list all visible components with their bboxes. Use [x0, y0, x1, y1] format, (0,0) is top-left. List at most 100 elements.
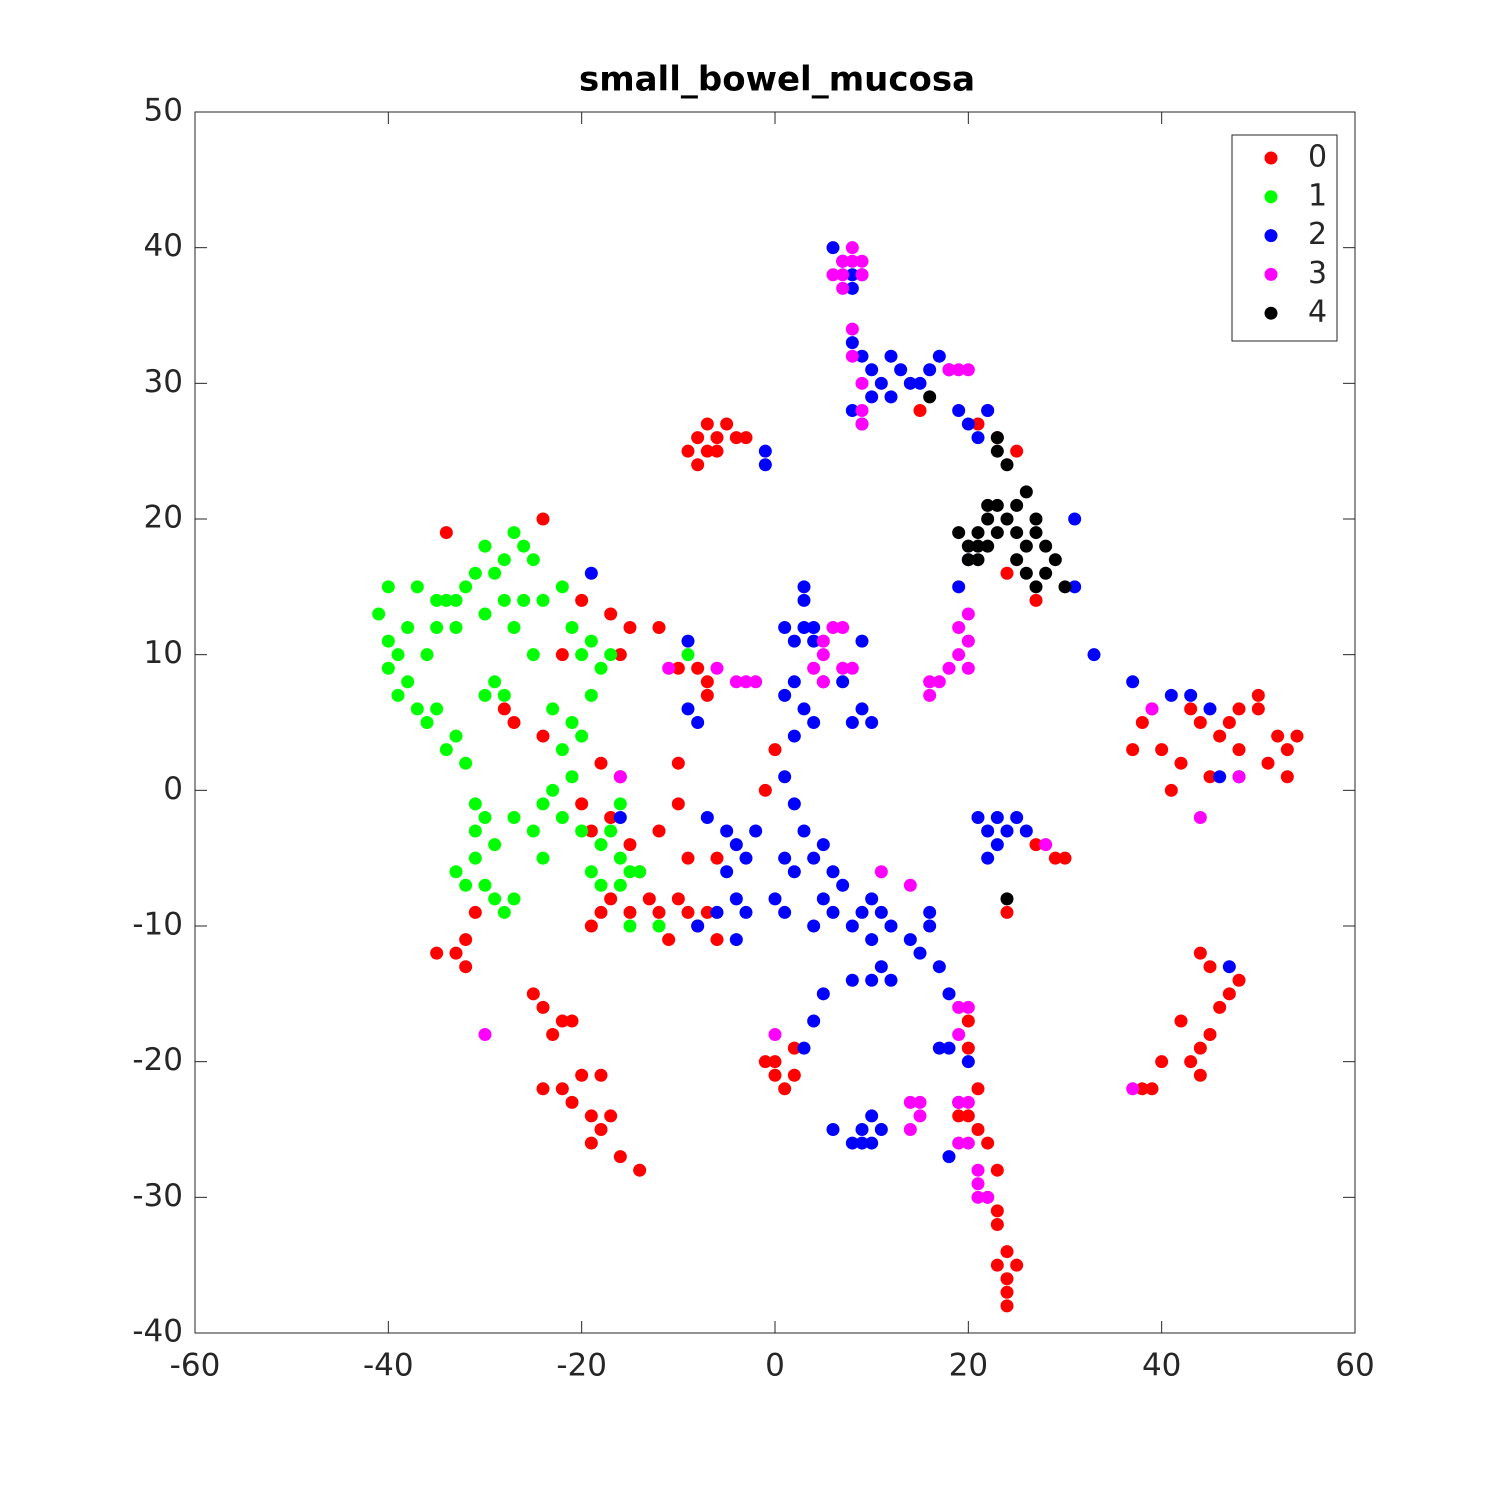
point — [845, 241, 859, 255]
point — [1232, 770, 1246, 784]
point — [855, 254, 869, 268]
point — [691, 919, 705, 933]
point — [1019, 566, 1033, 580]
point — [1000, 824, 1014, 838]
point — [1010, 444, 1024, 458]
point — [952, 363, 966, 377]
point — [961, 661, 975, 675]
point — [739, 431, 753, 445]
point — [836, 661, 850, 675]
point — [410, 580, 424, 594]
point — [874, 905, 888, 919]
point — [961, 1136, 975, 1150]
point — [855, 417, 869, 431]
point — [981, 851, 995, 865]
point — [710, 431, 724, 445]
point — [671, 797, 685, 811]
point — [952, 1095, 966, 1109]
point — [952, 526, 966, 540]
point — [971, 1123, 985, 1136]
point — [855, 634, 869, 648]
point — [903, 376, 917, 390]
point — [845, 973, 859, 987]
point — [613, 878, 627, 892]
point — [449, 865, 463, 879]
point — [555, 810, 569, 824]
point — [575, 593, 589, 607]
point — [1010, 526, 1024, 540]
point — [1019, 824, 1033, 838]
point — [1029, 512, 1043, 526]
point — [691, 716, 705, 729]
point — [845, 336, 859, 350]
point — [1029, 838, 1043, 852]
y-tick-label: 30 — [144, 364, 183, 400]
point — [778, 621, 792, 635]
point — [932, 349, 946, 363]
point — [961, 553, 975, 567]
point — [971, 1163, 985, 1177]
point — [729, 838, 743, 852]
point — [894, 363, 908, 377]
point — [1203, 770, 1217, 784]
point — [990, 1163, 1004, 1177]
point — [932, 1041, 946, 1055]
point — [1213, 1000, 1227, 1014]
point — [1193, 1041, 1207, 1055]
point — [874, 865, 888, 879]
point — [816, 648, 830, 662]
point — [865, 1136, 879, 1150]
point — [449, 593, 463, 607]
point — [623, 621, 637, 635]
x-tick-label: 20 — [949, 1348, 988, 1384]
y-tick-label: 10 — [144, 635, 183, 671]
point — [575, 824, 589, 838]
point — [555, 580, 569, 594]
point — [1155, 1055, 1169, 1069]
point — [1251, 688, 1265, 702]
point — [1068, 512, 1082, 526]
legend-marker — [1264, 190, 1278, 204]
point — [971, 810, 985, 824]
point — [1222, 987, 1236, 1001]
point — [758, 444, 772, 458]
point — [923, 919, 937, 933]
point — [652, 621, 666, 635]
point — [623, 865, 637, 879]
x-tick-label: -20 — [556, 1348, 607, 1384]
point — [913, 376, 927, 390]
point — [555, 648, 569, 662]
point — [923, 363, 937, 377]
point — [874, 960, 888, 974]
point — [517, 593, 531, 607]
point — [971, 431, 985, 445]
point — [807, 1014, 821, 1028]
point — [845, 716, 859, 729]
legend-box — [1231, 134, 1338, 342]
point — [700, 688, 714, 702]
point — [990, 838, 1004, 852]
point — [961, 634, 975, 648]
point — [865, 973, 879, 987]
point — [903, 1095, 917, 1109]
point — [845, 403, 859, 417]
y-tick-label: 0 — [163, 771, 183, 807]
point — [546, 1028, 560, 1042]
point — [536, 851, 550, 865]
point — [584, 1109, 598, 1123]
point — [836, 675, 850, 689]
point — [681, 648, 695, 662]
point — [1019, 539, 1033, 553]
point — [594, 756, 608, 770]
point — [961, 1014, 975, 1028]
point — [430, 946, 444, 960]
point — [981, 1136, 995, 1150]
point — [507, 621, 521, 635]
point — [526, 553, 540, 567]
point — [536, 593, 550, 607]
point — [942, 1150, 956, 1164]
point — [836, 254, 850, 268]
point — [1290, 729, 1304, 743]
point — [478, 607, 492, 621]
